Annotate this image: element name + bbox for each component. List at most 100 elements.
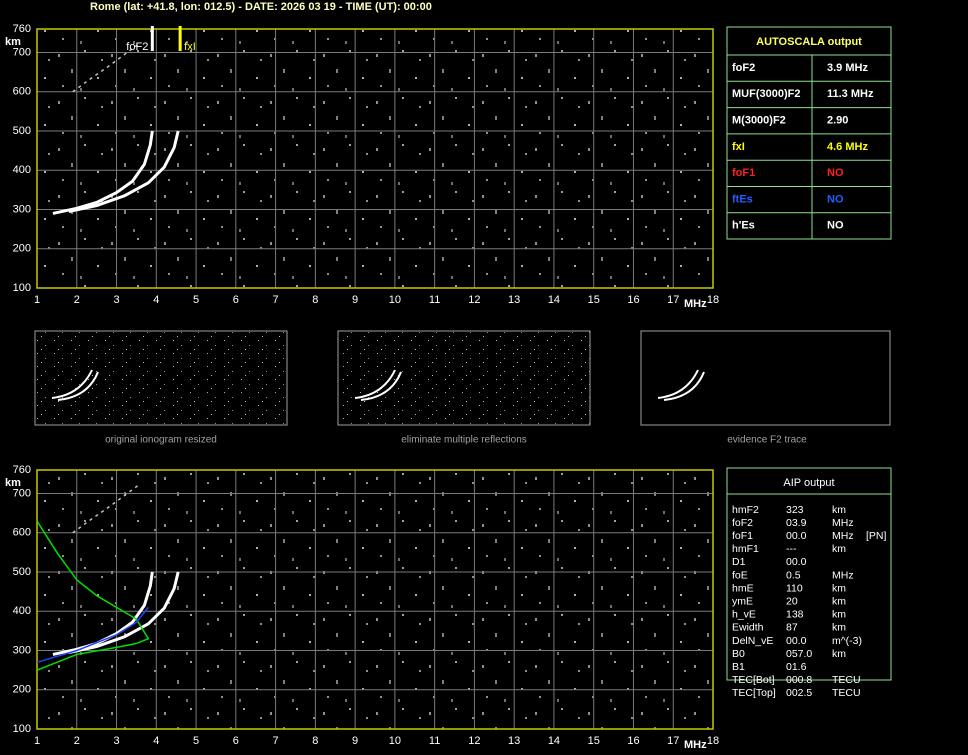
table-frame [726, 467, 892, 681]
aip-cell: 00.0 [786, 635, 807, 647]
y-tick-label: 760 [13, 464, 31, 476]
header: Rome (lat: +41.8, lon: 012.5) - DATE: 20… [90, 1, 432, 13]
trace [36, 606, 149, 664]
row-value: NO [827, 167, 844, 179]
y-tick-label: 700 [13, 487, 31, 499]
x-tick-label: 2 [74, 735, 80, 747]
y-tick-label: 600 [13, 527, 31, 539]
aip-cell: MHz [832, 530, 854, 542]
aip-cell: foF1 [732, 530, 753, 542]
x-tick-label: 3 [113, 294, 119, 306]
aip-cell: 323 [786, 504, 804, 516]
aip-cell: 87 [786, 622, 798, 634]
x-tick-label: 9 [352, 735, 358, 747]
x-tick-label: 15 [588, 294, 600, 306]
trace [52, 571, 154, 656]
x-tick-label: 5 [193, 294, 199, 306]
row-value: 3.9 MHz [827, 62, 868, 74]
x-tick-label: 10 [389, 735, 401, 747]
trace [72, 42, 141, 93]
aip-cell: km [832, 504, 846, 516]
x-tick-label: 11 [429, 294, 440, 306]
aip-cell: 000.8 [786, 674, 812, 686]
x-tick-label: 4 [153, 294, 159, 306]
x-tick-label: 7 [273, 294, 279, 306]
trace [52, 130, 154, 215]
aip-cell: 20 [786, 595, 798, 607]
aip-cell: foE [732, 569, 748, 581]
aip-cell: 00.0 [786, 556, 807, 568]
thumbnail-caption: eliminate multiple reflections [401, 435, 527, 446]
row-name: foF2 [732, 62, 755, 74]
y-tick-label: 100 [13, 282, 31, 294]
x-tick-label: 3 [113, 735, 119, 747]
x-tick-label: 13 [508, 735, 520, 747]
row-name: ftEs [732, 193, 753, 205]
y-tick-label: 400 [13, 164, 31, 176]
x-tick-label: 10 [389, 294, 401, 306]
table-frame [726, 26, 892, 240]
thumbnail-3 [640, 330, 891, 426]
x-tick-label: 9 [352, 294, 358, 306]
aip-cell: ymE [732, 595, 753, 607]
y-tick-label: 300 [13, 644, 31, 656]
row-value: 11.3 MHz [827, 88, 874, 100]
y-tick-label: 500 [13, 566, 31, 578]
aip-cell: hmF1 [732, 543, 759, 555]
aip-cell: MHz [832, 517, 854, 529]
trace [36, 520, 150, 671]
row-value: NO [827, 220, 844, 232]
plot-area [37, 29, 713, 288]
x-tick-label: 12 [468, 294, 480, 306]
row-name: h'Es [732, 220, 755, 232]
y-tick-label: 300 [13, 203, 31, 215]
aip-cell: TEC[Top] [732, 687, 776, 699]
x-tick-label: 8 [312, 294, 318, 306]
aip-cell: km [832, 648, 846, 660]
aip-cell: hmE [732, 582, 754, 594]
y-axis-label: km [5, 36, 21, 48]
aip-cell: MHz [832, 569, 854, 581]
x-tick-label: 18 [707, 735, 719, 747]
aip-cell: foF2 [732, 517, 753, 529]
x-axis-label: MHz [684, 739, 707, 751]
aip-cell: 110 [786, 582, 803, 594]
row-name: MUF(3000)F2 [732, 88, 800, 100]
trace [72, 483, 141, 534]
aip-cell: 0.5 [786, 569, 801, 581]
x-tick-label: 1 [34, 735, 40, 747]
row-value: 4.6 MHz [827, 141, 868, 153]
aip-cell: 01.6 [786, 661, 807, 673]
y-tick-label: 200 [13, 684, 31, 696]
aip-cell: 138 [786, 609, 804, 621]
aip-cell: Ewidth [732, 622, 764, 634]
thumbnail-1 [34, 330, 288, 426]
x-tick-label: 1 [34, 294, 40, 306]
row-name: foF1 [732, 167, 755, 179]
x-tick-label: 15 [588, 735, 600, 747]
marker-label: foF2 [126, 41, 148, 53]
x-tick-label: 4 [153, 735, 159, 747]
y-tick-label: 600 [13, 86, 31, 98]
thumbnail-caption: original ionogram resized [105, 435, 217, 446]
x-tick-label: 17 [667, 735, 679, 747]
y-tick-label: 400 [13, 605, 31, 617]
x-tick-label: 6 [233, 735, 239, 747]
marker [178, 26, 182, 51]
x-tick-label: 8 [312, 735, 318, 747]
plot-frame [36, 28, 714, 289]
y-tick-label: 700 [13, 46, 31, 58]
aip-cell: km [832, 595, 846, 607]
x-tick-label: 5 [193, 735, 199, 747]
thumbnail-2 [337, 330, 591, 426]
aip-cell: TEC[Bot] [732, 674, 775, 686]
x-tick-label: 7 [273, 735, 279, 747]
row-name: M(3000)F2 [732, 115, 786, 127]
aip-cell: km [832, 582, 846, 594]
row-value: 2.90 [827, 115, 848, 127]
y-tick-label: 500 [13, 125, 31, 137]
aip-cell: D1 [732, 556, 746, 568]
aip-cell: TECU [832, 687, 861, 699]
x-axis-label: MHz [684, 298, 707, 310]
